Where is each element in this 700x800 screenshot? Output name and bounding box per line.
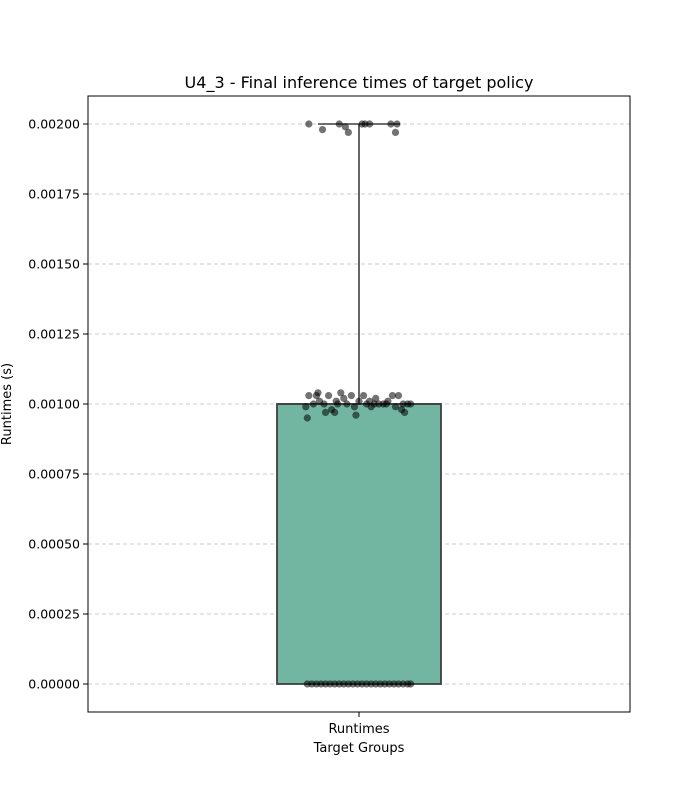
strip-points-layer	[302, 120, 415, 688]
data-point	[407, 680, 415, 688]
data-point	[352, 411, 360, 419]
data-point	[334, 400, 342, 408]
chart-title: U4_3 - Final inference times of target p…	[185, 73, 534, 93]
data-point	[399, 400, 407, 408]
data-point	[366, 120, 374, 128]
data-point	[321, 408, 330, 416]
y-tick-label: 0.00000	[28, 677, 80, 692]
data-point	[387, 120, 395, 128]
data-point	[407, 400, 415, 408]
data-point	[372, 394, 380, 402]
data-point	[318, 126, 327, 134]
data-point	[350, 403, 359, 411]
x-axis-label: Target Groups	[313, 741, 405, 756]
y-tick-label: 0.00025	[28, 607, 80, 622]
y-axis-label: Runtimes (s)	[0, 363, 15, 445]
data-point	[393, 120, 401, 128]
data-point	[391, 128, 400, 136]
data-point	[401, 408, 409, 416]
data-point	[394, 392, 403, 400]
data-point	[325, 392, 333, 400]
data-point	[355, 397, 363, 405]
box-iqr	[276, 403, 442, 685]
data-point	[340, 394, 348, 402]
data-point	[382, 400, 390, 408]
y-tick-label: 0.00100	[28, 397, 80, 412]
data-point	[320, 400, 328, 408]
data-point	[309, 400, 317, 408]
data-point	[305, 392, 313, 400]
y-tick-label: 0.00200	[28, 117, 80, 132]
y-tick-label: 0.00150	[28, 257, 80, 272]
y-tick-label: 0.00125	[28, 327, 80, 342]
data-point	[347, 392, 355, 400]
data-point	[341, 123, 349, 131]
data-point	[359, 392, 368, 400]
y-tick-label: 0.00175	[28, 187, 80, 202]
data-point	[312, 392, 321, 400]
y-tick-label: 0.00075	[28, 467, 80, 482]
data-point	[370, 400, 378, 408]
data-point	[343, 400, 351, 408]
data-point	[302, 403, 310, 411]
data-point	[344, 128, 352, 136]
data-point	[305, 120, 313, 128]
data-point	[391, 403, 400, 411]
data-point	[337, 389, 345, 397]
y-gridlines	[88, 123, 630, 685]
data-point	[331, 408, 339, 416]
data-point	[388, 392, 397, 400]
y-tick-label: 0.00050	[28, 537, 80, 552]
data-point	[303, 414, 311, 422]
x-tick-label: Runtimes	[328, 722, 389, 737]
y-axis-ticks: 0.00000 0.00025 0.00050 0.00075 0.00100 0.001…	[28, 117, 88, 692]
data-point	[335, 120, 343, 128]
x-axis-ticks: Runtimes	[328, 712, 390, 737]
